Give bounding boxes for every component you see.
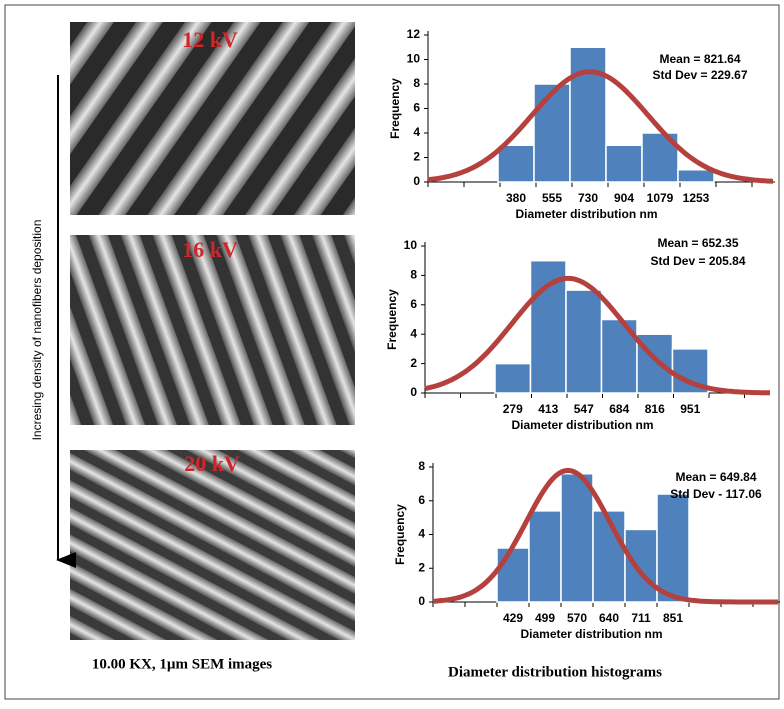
y-tick-label: 8: [410, 268, 417, 282]
bar: [605, 144, 643, 183]
sem-label: 16 kV: [182, 237, 238, 262]
bar: [528, 510, 562, 603]
sem-image: [70, 235, 355, 425]
sem-image: [70, 22, 355, 215]
x-tick-label: 279: [503, 402, 523, 416]
sem-label: 12 kV: [182, 27, 238, 52]
x-axis-label: Diameter distribution nm: [511, 418, 653, 432]
x-tick-label: 570: [567, 611, 587, 625]
y-tick-label: 10: [407, 52, 421, 66]
y-tick-label: 0: [410, 385, 417, 399]
x-tick-label: 711: [631, 611, 651, 625]
y-tick-label: 0: [413, 174, 420, 188]
annotation: Mean = 649.84: [675, 470, 756, 484]
y-tick-label: 4: [418, 527, 425, 541]
fit-curve: [432, 467, 778, 605]
bar: [565, 289, 603, 394]
bar: [560, 473, 594, 603]
x-tick-label: 499: [535, 611, 555, 625]
bar: [533, 83, 571, 183]
annotation: Std Dev = 205.84: [650, 254, 745, 268]
y-tick-label: 4: [413, 125, 420, 139]
x-tick-label: 904: [614, 191, 634, 205]
bar: [494, 362, 532, 394]
y-tick-label: 4: [410, 326, 417, 340]
bar: [496, 547, 530, 603]
y-tick-label: 8: [413, 76, 420, 90]
y-axis-label: Frequency: [388, 78, 402, 139]
bar: [497, 144, 535, 183]
y-tick-label: 0: [418, 594, 425, 608]
y-tick-label: 10: [404, 238, 418, 252]
y-tick-label: 8: [418, 459, 425, 473]
bar: [624, 528, 658, 603]
bar: [677, 169, 715, 183]
fit-curve: [424, 275, 770, 396]
y-tick-label: 6: [413, 101, 420, 115]
x-tick-label: 555: [542, 191, 562, 205]
annotation: Mean = 821.64: [659, 52, 740, 66]
x-tick-label: 1253: [683, 191, 710, 205]
arrow-label: Incresing density of nanofibers depositi…: [30, 220, 44, 441]
caption: Diameter distribution histograms: [448, 664, 662, 680]
bar: [656, 493, 690, 603]
x-tick-label: 951: [680, 402, 700, 416]
sem-label: 20 kV: [184, 451, 240, 476]
y-tick-label: 12: [407, 27, 421, 41]
y-axis-label: Frequency: [393, 504, 407, 565]
annotation: Mean = 652.35: [657, 236, 738, 250]
x-tick-label: 413: [538, 402, 558, 416]
frame: [4, 4, 780, 700]
y-tick-label: 2: [413, 150, 420, 164]
sem-image: [70, 450, 355, 640]
x-tick-label: 380: [506, 191, 526, 205]
bar: [569, 46, 607, 183]
x-axis-label: Diameter distribution nm: [515, 207, 657, 221]
x-tick-label: 851: [663, 611, 683, 625]
y-tick-label: 6: [418, 493, 425, 507]
x-tick-label: 730: [578, 191, 598, 205]
y-tick-label: 2: [418, 560, 425, 574]
caption: 10.00 KX, 1µm SEM images: [92, 656, 272, 672]
x-axis-label: Diameter distribution nm: [520, 627, 662, 641]
y-tick-label: 6: [410, 297, 417, 311]
annotation: Std Dev - 117.06: [670, 487, 762, 501]
x-tick-label: 1079: [647, 191, 674, 205]
annotation: Std Dev = 229.67: [652, 68, 747, 82]
x-tick-label: 640: [599, 611, 619, 625]
x-tick-label: 547: [574, 402, 594, 416]
x-tick-label: 429: [503, 611, 523, 625]
x-tick-label: 816: [645, 402, 665, 416]
fit-curve: [427, 69, 774, 184]
y-tick-label: 2: [410, 356, 417, 370]
y-axis-label: Frequency: [385, 289, 399, 350]
x-tick-label: 684: [609, 402, 629, 416]
